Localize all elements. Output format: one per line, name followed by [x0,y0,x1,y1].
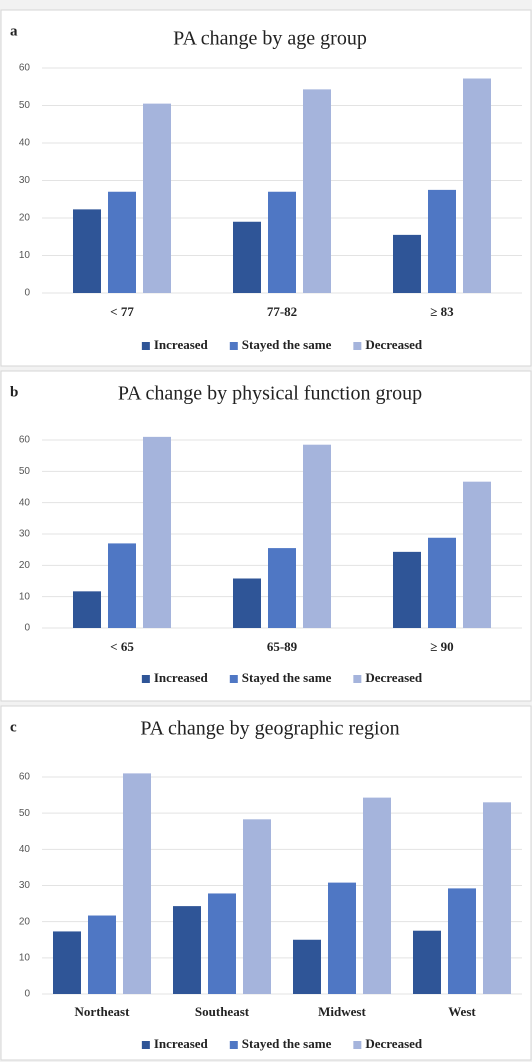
x-tick-label: < 65 [110,639,134,654]
bar [303,444,331,628]
y-tick-label: 30 [19,175,31,186]
bar [448,888,476,994]
panel-label: b [10,384,18,400]
bar [108,191,136,293]
bar [243,819,271,994]
bar [463,481,491,628]
x-tick-label: ≥ 90 [430,639,453,654]
bar [143,436,171,628]
bar [143,103,171,293]
bar [173,906,201,994]
bar [328,882,356,994]
x-tick-label: Northeast [75,1004,131,1019]
x-tick-label: 65-89 [267,639,298,654]
y-tick-label: 50 [19,466,31,477]
y-tick-label: 40 [19,844,31,855]
bar [393,551,421,628]
bar [88,915,116,994]
y-tick-label: 0 [24,623,30,634]
legend-label: Increased [154,670,209,685]
y-tick-label: 50 [19,808,31,819]
x-tick-label: Midwest [318,1004,366,1019]
legend-label: Stayed the same [242,1036,332,1051]
y-tick-label: 20 [19,213,31,224]
x-tick-label: West [448,1004,476,1019]
legend-swatch [141,1041,150,1049]
y-tick-label: 60 [19,435,31,446]
legend-label: Increased [154,337,209,352]
legend-swatch [141,675,150,683]
bar [463,78,491,293]
panel-label: a [10,23,18,39]
legend-swatch [141,342,150,350]
bar [268,191,296,293]
x-tick-label: Southeast [195,1004,250,1019]
legend-label: Decreased [365,1036,423,1051]
legend-swatch [353,342,362,350]
x-tick-label: ≥ 83 [430,304,454,319]
bar [428,537,456,628]
legend-swatch [353,1041,362,1049]
y-tick-label: 10 [19,952,31,963]
legend-label: Increased [154,1036,209,1051]
bar [293,939,321,994]
legend-label: Decreased [365,670,423,685]
bar [233,578,261,628]
legend-swatch [229,1041,238,1049]
bar [303,89,331,293]
bar [268,548,296,628]
panel-label: c [10,719,17,735]
panel [0,9,532,367]
y-tick-label: 0 [24,989,30,1000]
legend-label: Stayed the same [242,670,332,685]
y-tick-label: 50 [19,100,31,111]
bar [73,591,101,628]
legend-swatch [353,675,362,683]
y-tick-label: 40 [19,497,31,508]
y-tick-label: 20 [19,560,31,571]
x-tick-label: < 77 [110,304,134,319]
bar [53,931,81,994]
bar [208,893,236,994]
legend-label: Decreased [365,337,423,352]
bar [393,234,421,293]
y-tick-label: 40 [19,138,31,149]
chart-title: PA change by age group [173,28,367,50]
chart-title: PA change by physical function group [118,383,422,405]
y-tick-label: 60 [19,772,31,783]
x-tick-label: 77-82 [267,304,297,319]
bar [413,930,441,994]
bar [233,221,261,293]
legend-swatch [229,675,238,683]
y-tick-label: 30 [19,880,31,891]
y-tick-label: 10 [19,250,31,261]
bar [483,802,511,994]
legend-swatch [229,342,238,350]
y-tick-label: 30 [19,529,31,540]
chart-title: PA change by geographic region [140,718,399,740]
y-tick-label: 10 [19,591,31,602]
y-tick-label: 60 [19,63,31,74]
bar [428,189,456,293]
bar [363,797,391,994]
legend-label: Stayed the same [242,337,332,352]
bar [108,543,136,628]
bar [123,773,151,994]
bar [73,209,101,293]
panel [0,370,532,702]
y-tick-label: 0 [24,288,30,299]
y-tick-label: 20 [19,916,31,927]
